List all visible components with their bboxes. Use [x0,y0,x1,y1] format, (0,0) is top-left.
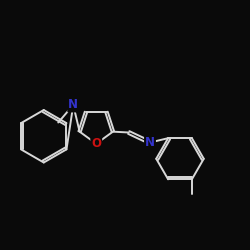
Text: N: N [145,136,155,149]
Text: N: N [68,98,78,112]
Text: O: O [91,137,101,150]
